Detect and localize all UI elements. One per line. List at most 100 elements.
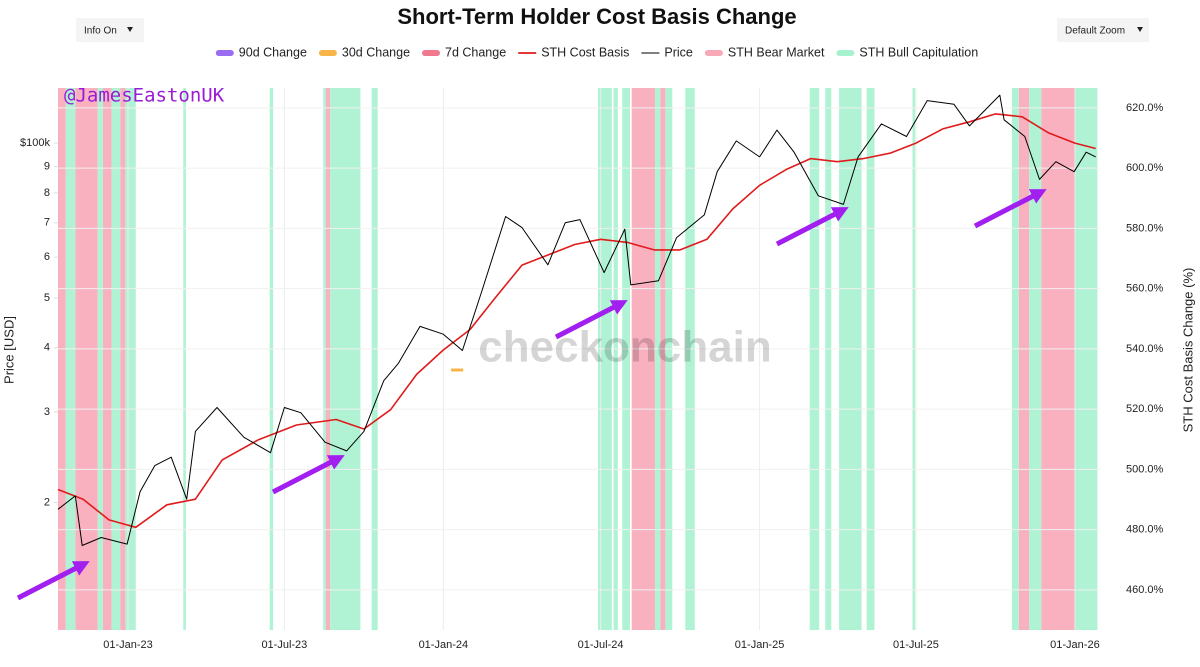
chart-title: Short-Term Holder Cost Basis Change (397, 4, 796, 29)
band (631, 88, 656, 630)
watermark: checkonchain (478, 323, 771, 372)
y2-tick-label: 520.0% (1126, 403, 1164, 415)
band (330, 88, 361, 630)
legend-swatch (318, 50, 337, 56)
y-tick-label: 2 (44, 496, 50, 508)
band (839, 88, 862, 630)
zoom-dropdown[interactable] (1057, 18, 1149, 42)
arrow (973, 189, 1047, 229)
x-tick-label: 01-Jan-24 (419, 639, 469, 651)
legend-item: 30d Change (318, 45, 410, 59)
band (660, 88, 666, 630)
legend-label: Price (664, 45, 693, 59)
band (665, 88, 673, 630)
band (1074, 88, 1098, 630)
arrow (775, 207, 849, 247)
band (58, 88, 66, 630)
y-tick-label: 8 (44, 187, 50, 199)
band (825, 88, 832, 630)
legend-swatch (215, 50, 234, 56)
band (912, 88, 916, 630)
band (75, 88, 98, 630)
y-tick-label: 6 (44, 251, 50, 263)
legend-label: STH Bull Capitulation (859, 45, 978, 59)
arrow (16, 561, 90, 601)
series-line (57, 113, 1096, 529)
legend-item: STH Bear Market (704, 45, 825, 59)
lines (57, 94, 1096, 546)
y2-tick-label: 500.0% (1126, 463, 1164, 475)
y2-tick-label: 600.0% (1126, 162, 1164, 174)
band (111, 88, 121, 630)
legend-label: 30d Change (342, 45, 410, 59)
band (323, 88, 326, 630)
y2-tick-label: 460.0% (1126, 584, 1164, 596)
band (269, 88, 274, 630)
y2-tick-label: 540.0% (1126, 343, 1164, 355)
y-tick-label: 5 (44, 292, 50, 304)
band (809, 88, 820, 630)
y2-axis-title: STH Cost Basis Change (%) (1180, 268, 1195, 433)
band (598, 88, 612, 630)
band (866, 88, 875, 630)
band (1011, 88, 1019, 630)
legend-item: STH Bull Capitulation (836, 45, 978, 59)
band (371, 88, 378, 630)
band (97, 88, 103, 630)
y2-tick-label: 560.0% (1126, 283, 1164, 295)
band (325, 88, 331, 630)
legend-item: 90d Change (215, 45, 307, 59)
band (65, 88, 76, 630)
legend-item: STH Cost Basis (518, 45, 629, 59)
handle: @JamesEastonUK (64, 85, 225, 107)
arrow (554, 300, 628, 340)
y-tick-label: 4 (44, 342, 50, 354)
band (685, 88, 695, 630)
band (622, 88, 630, 630)
bands (58, 88, 1098, 630)
band (102, 88, 112, 630)
legend-swatch (422, 50, 440, 56)
x-tick-label: 01-Jul-23 (261, 639, 307, 651)
band (613, 88, 618, 630)
legend: 90d Change 30d Change 7d Change STH Cost Ba… (215, 45, 978, 59)
y-axis-title: Price [USD] (1, 316, 16, 384)
band (1018, 88, 1030, 630)
legend-label: 7d Change (445, 45, 506, 59)
band (183, 88, 186, 630)
x-tick-label: 01-Jul-24 (578, 639, 624, 651)
info-label[interactable]: Info On (84, 26, 117, 37)
y2-tick-label: 620.0% (1126, 102, 1164, 114)
legend-label: 90d Change (239, 45, 307, 59)
x-tick-label: 01-Jul-25 (893, 639, 939, 651)
y-tick-label: 3 (44, 406, 50, 418)
band (1041, 88, 1075, 630)
dropdown-arrow (1137, 27, 1143, 32)
legend-label: STH Cost Basis (541, 45, 629, 59)
legend-swatch (836, 50, 855, 56)
y2-tick-label: 580.0% (1126, 222, 1164, 234)
y-tick-label: 9 (44, 161, 50, 173)
legend-item: 7d Change (422, 45, 506, 59)
legend-label: STH Bear Market (728, 45, 825, 59)
legend-item: Price (641, 45, 693, 59)
x-tick-label: 01-Jan-26 (1050, 639, 1100, 651)
band (1029, 88, 1042, 630)
y2-tick-label: 480.0% (1126, 524, 1164, 536)
arrows (16, 189, 1047, 601)
info-dropdown[interactable] (76, 18, 144, 42)
band (125, 88, 136, 630)
band (655, 88, 661, 630)
legend-swatch (704, 50, 723, 56)
x-tick-label: 01-Jan-23 (103, 639, 153, 651)
x-tick-label: 01-Jan-25 (735, 639, 785, 651)
zoom-label[interactable]: Default Zoom (1065, 26, 1125, 37)
y-tick-label: $100k (20, 137, 50, 149)
y-tick-label: 7 (44, 217, 50, 229)
dropdown-arrow (127, 27, 133, 32)
band (120, 88, 126, 630)
grid (54, 88, 1100, 630)
series-line (57, 94, 1096, 546)
arrow (271, 455, 345, 495)
